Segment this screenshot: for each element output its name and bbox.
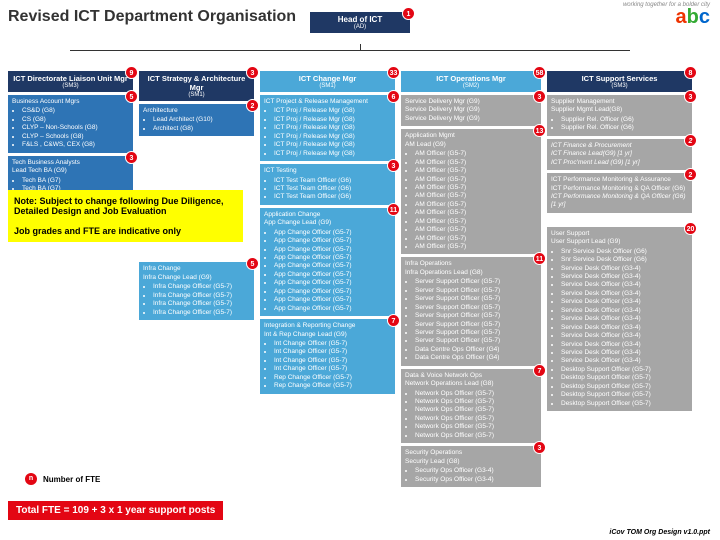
note-2: Job grades and FTE are indicative only xyxy=(14,226,237,236)
org-box: Application MgmtAM Lead (G9)AM Officer (… xyxy=(401,129,541,254)
org-box: ICT Finance & ProcurementICT Finance Lea… xyxy=(547,139,692,170)
logo: abc xyxy=(676,6,710,29)
column-header: ICT Operations Mgr(SM2)58 xyxy=(401,71,541,92)
note-box: Note: Subject to change following Due Di… xyxy=(8,190,243,242)
column-header: ICT Directorate Liaison Unit Mgr(SM3)9 xyxy=(8,71,133,92)
org-box: Application ChangeApp Change Lead (G9)Ap… xyxy=(260,208,395,316)
org-box: Security OperationsSecurity Lead (G8)Sec… xyxy=(401,446,541,487)
head-sub: (AD) xyxy=(313,24,407,30)
org-box: ICT TestingICT Test Team Officer (G6)ICT… xyxy=(260,164,395,205)
head-of-ict: Head of ICT (AD) 1 xyxy=(310,12,410,33)
org-box: Business Account MgrsCS&D (G8)CS (G8)CLY… xyxy=(8,95,133,153)
org-box: Integration & Reporting ChangeInt & Rep … xyxy=(260,319,395,394)
org-box: Supplier ManagementSupplier Mgmt Lead(G8… xyxy=(547,95,692,136)
head-badge: 1 xyxy=(402,7,415,20)
legend-label: Number of FTE xyxy=(43,475,100,484)
note-1: Note: Subject to change following Due Di… xyxy=(14,196,237,216)
column-header: ICT Strategy & Architecture Mgr(SM1)3 xyxy=(139,71,254,101)
org-box: Service Delivery Mgr (G9)Service Deliver… xyxy=(401,95,541,126)
column-1: ICT Directorate Liaison Unit Mgr(SM3)9 Bu… xyxy=(8,71,133,487)
head-label: Head of ICT xyxy=(338,15,382,24)
org-columns: ICT Directorate Liaison Unit Mgr(SM3)9 Bu… xyxy=(8,71,712,487)
org-box: ICT Project & Release ManagementICT Proj… xyxy=(260,95,395,161)
footer: iCov TOM Org Design v1.0.ppt xyxy=(609,529,710,536)
column-3: ICT Change Mgr(SM1)33 ICT Project & Relea… xyxy=(260,71,395,487)
total-fte: Total FTE = 109 + 3 x 1 year support pos… xyxy=(8,501,223,520)
org-box: Infra OperationsInfra Operations Lead (G… xyxy=(401,257,541,365)
column-header: ICT Support Services(SM3)8 xyxy=(547,71,692,92)
org-box: ICT Performance Monitoring & AssuranceIC… xyxy=(547,173,692,213)
org-box: User SupportUser Support Lead (G9)Snr Se… xyxy=(547,227,692,411)
org-box: Data & Voice Network OpsNetwork Operatio… xyxy=(401,369,541,444)
org-box: ArchitectureLead Architect (G10)Architec… xyxy=(139,104,254,136)
column-5: ICT Support Services(SM3)8 Supplier Manag… xyxy=(547,71,692,487)
column-4: ICT Operations Mgr(SM2)58 Service Deliver… xyxy=(401,71,541,487)
legend: n Number of FTE xyxy=(25,473,100,485)
org-box: Infra ChangeInfra Change Lead (G9)Infra … xyxy=(139,262,254,320)
column-header: ICT Change Mgr(SM1)33 xyxy=(260,71,395,92)
legend-dot: n xyxy=(25,473,37,485)
column-2: ICT Strategy & Architecture Mgr(SM1)3Arc… xyxy=(139,71,254,487)
